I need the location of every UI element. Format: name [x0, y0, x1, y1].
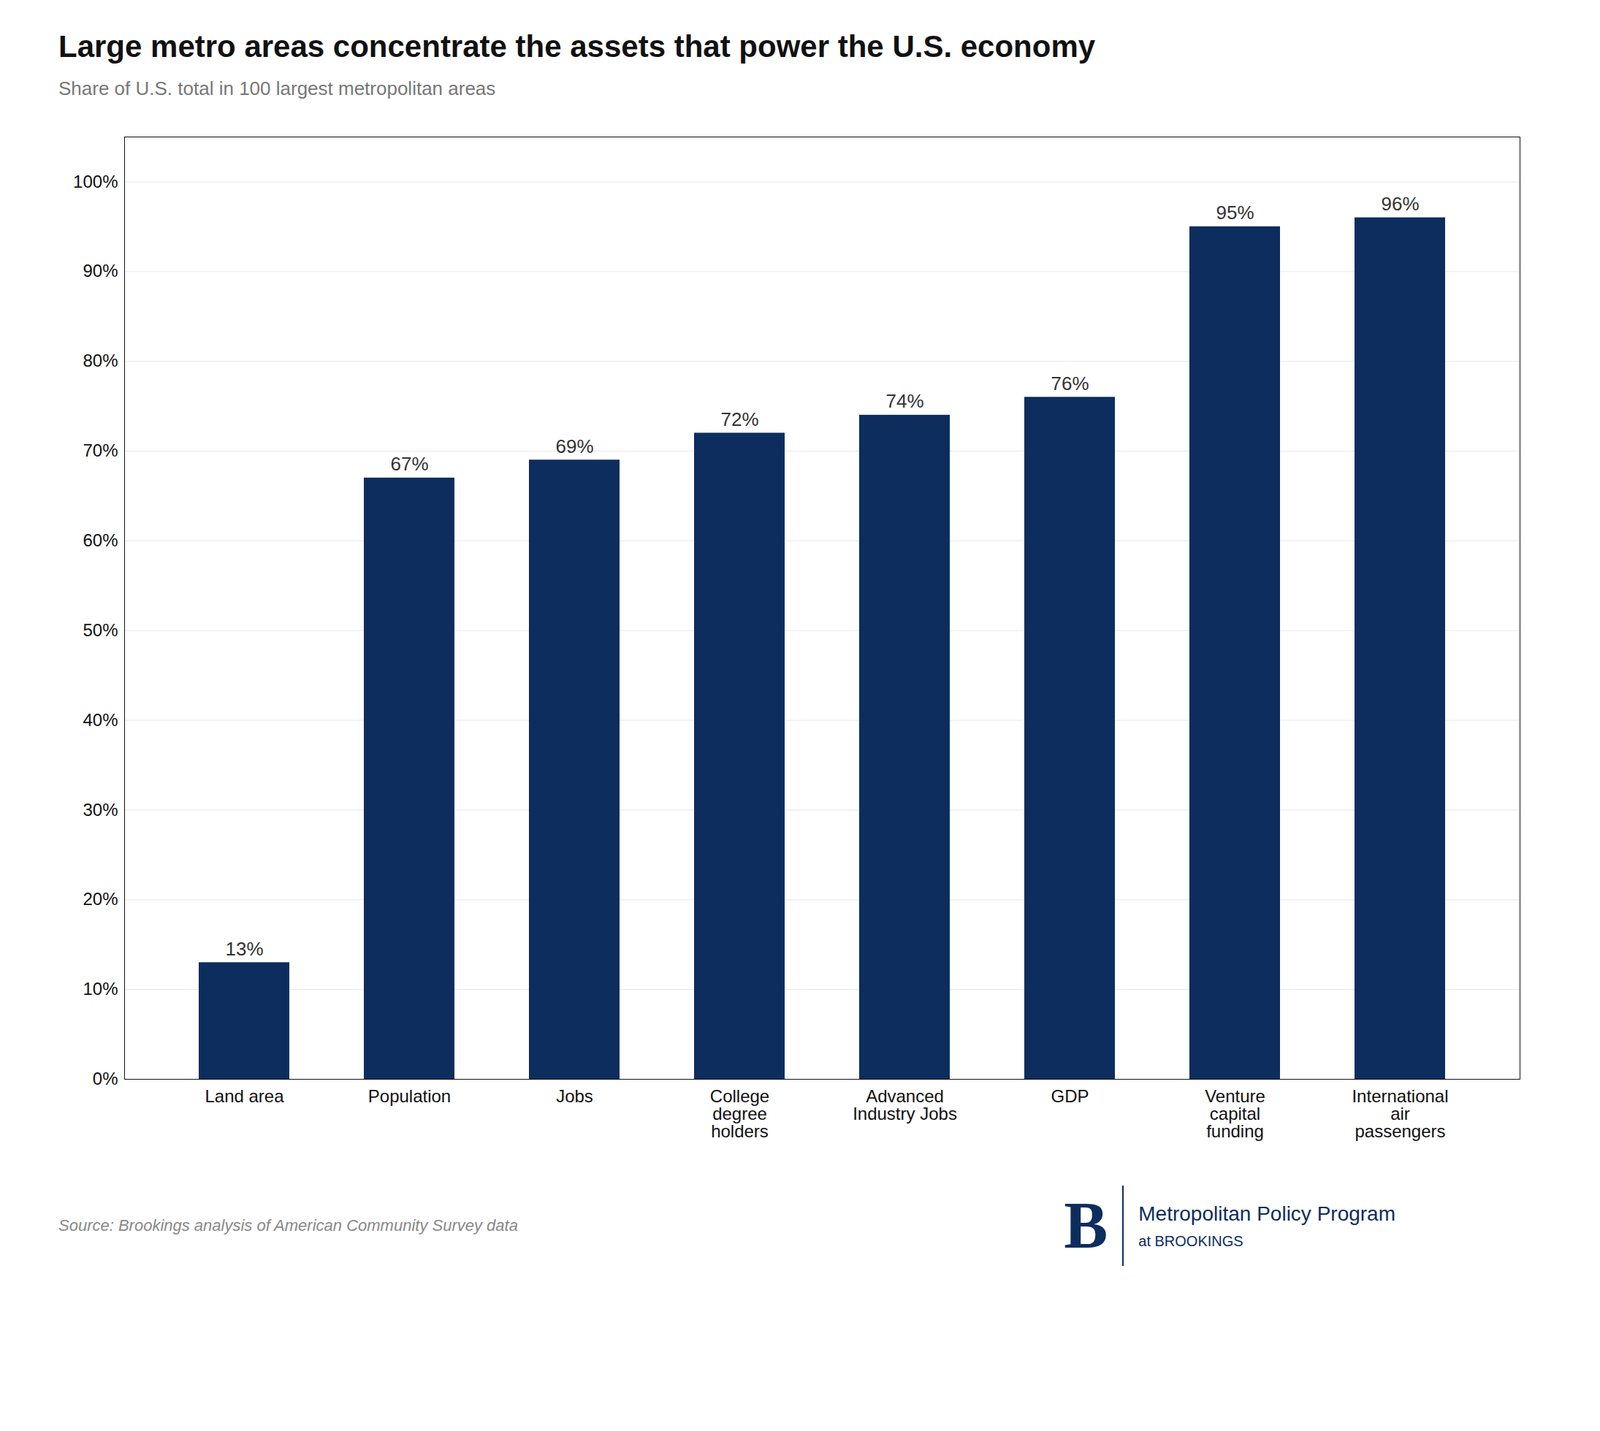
svg-text:67%: 67% [390, 452, 429, 475]
svg-text:80%: 80% [82, 350, 118, 371]
svg-text:72%: 72% [720, 408, 759, 431]
html-text:B: B [1063, 1189, 1108, 1262]
svg-text:Land area: Land area [204, 1086, 285, 1107]
svg-text:76%: 76% [1050, 372, 1089, 395]
svg-text:60%: 60% [82, 530, 118, 551]
svg-text:Jobs: Jobs [555, 1086, 594, 1107]
svg-text:10%: 10% [82, 978, 118, 999]
svg-text:Internationalairpassengers: Internationalairpassengers [1351, 1086, 1449, 1142]
svg-text:90%: 90% [82, 260, 118, 281]
svg-text:0%: 0% [92, 1068, 119, 1089]
html-text:Source: Brookings analysis of: Source: Brookings analysis of American C… [58, 1216, 518, 1235]
svg-text:GDP: GDP [1050, 1086, 1089, 1107]
svg-text:13%: 13% [225, 938, 264, 960]
svg-text:100%: 100% [73, 171, 118, 192]
svg-text:Venturecapitalfunding: Venturecapitalfunding [1204, 1086, 1266, 1142]
svg-text:69%: 69% [555, 435, 594, 458]
html-text:Metropolitan Policy Program: Metropolitan Policy Program [1138, 1202, 1396, 1225]
svg-text:Collegedegreeholders: Collegedegreeholders [710, 1086, 770, 1142]
svg-text:70%: 70% [82, 440, 118, 461]
svg-text:AdvancedIndustry Jobs: AdvancedIndustry Jobs [852, 1086, 958, 1124]
svg-text:40%: 40% [82, 710, 118, 730]
svg-text:20%: 20% [82, 889, 118, 909]
html-text:at BROOKINGS: at BROOKINGS [1138, 1232, 1244, 1249]
svg-text:74%: 74% [885, 390, 924, 413]
svg-text:50%: 50% [82, 620, 118, 640]
html-text:Large metro areas concentrate: Large metro areas concentrate the assets… [58, 29, 1096, 64]
svg-text:30%: 30% [82, 800, 118, 820]
svg-text:Population: Population [368, 1086, 451, 1107]
html-text:Share of U.S. total in 100 lar: Share of U.S. total in 100 largest metro… [58, 77, 496, 100]
svg-text:96%: 96% [1380, 192, 1419, 215]
svg-text:95%: 95% [1215, 201, 1254, 224]
